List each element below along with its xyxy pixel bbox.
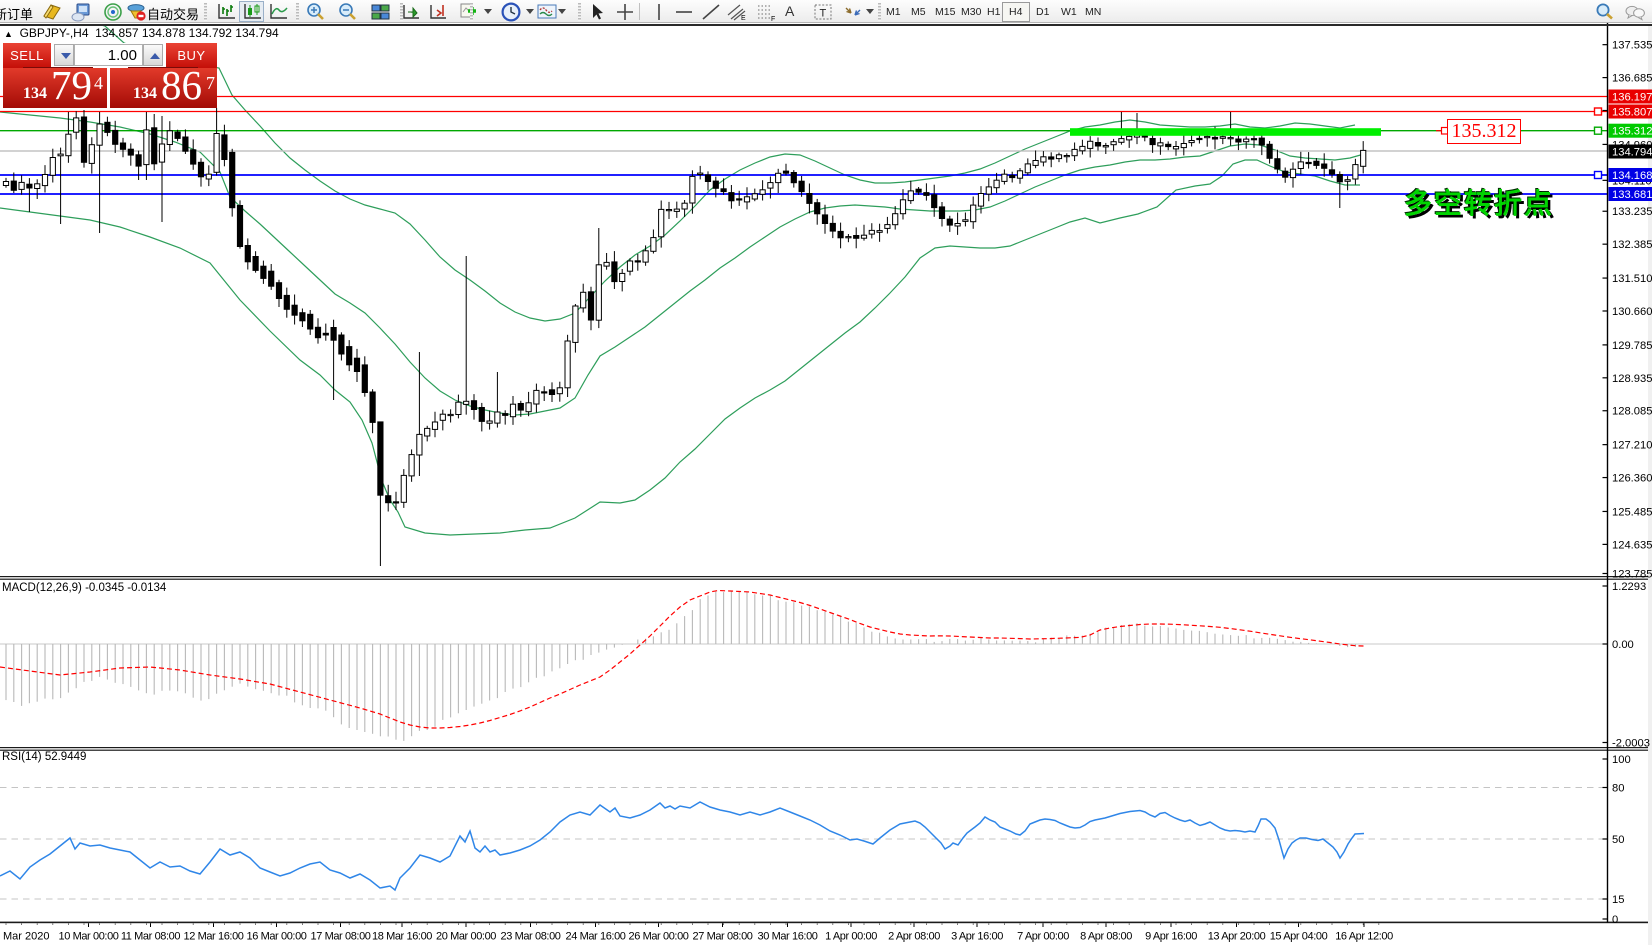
svg-text:0.00: 0.00 <box>1612 639 1634 651</box>
svg-text:27 Mar 08:00: 27 Mar 08:00 <box>692 931 752 943</box>
svg-text:12 Mar 16:00: 12 Mar 16:00 <box>183 931 243 943</box>
svg-text:132.385: 132.385 <box>1612 239 1652 251</box>
svg-text:128.935: 128.935 <box>1612 373 1652 385</box>
svg-text:16 Mar 00:00: 16 Mar 00:00 <box>246 931 306 943</box>
svg-text:135.807: 135.807 <box>1612 107 1652 119</box>
svg-text:3 Apr 16:00: 3 Apr 16:00 <box>951 931 1003 943</box>
svg-text:13 Apr 20:00: 13 Apr 20:00 <box>1208 931 1266 943</box>
svg-text:133.235: 133.235 <box>1612 206 1652 218</box>
svg-text:16 Apr 12:00: 16 Apr 12:00 <box>1335 931 1393 943</box>
svg-text:1.2293: 1.2293 <box>1612 581 1646 593</box>
svg-text:126.360: 126.360 <box>1612 473 1652 485</box>
svg-text:24 Mar 16:00: 24 Mar 16:00 <box>565 931 625 943</box>
svg-text:18 Mar 16:00: 18 Mar 16:00 <box>372 931 432 943</box>
svg-text:23 Mar 08:00: 23 Mar 08:00 <box>500 931 560 943</box>
svg-text:125.485: 125.485 <box>1612 506 1652 518</box>
svg-text:F: F <box>771 16 775 22</box>
svg-text:124.635: 124.635 <box>1612 539 1652 551</box>
svg-text:11 Mar 08:00: 11 Mar 08:00 <box>121 931 180 943</box>
svg-text:134.168: 134.168 <box>1612 170 1652 182</box>
svg-text:135.312: 135.312 <box>1612 126 1652 138</box>
svg-text:136.685: 136.685 <box>1612 73 1652 85</box>
svg-text:10 Mar 00:00: 10 Mar 00:00 <box>58 931 118 943</box>
svg-text:Mar 2020: Mar 2020 <box>3 931 49 943</box>
svg-text:127.210: 127.210 <box>1612 440 1652 452</box>
svg-text:-2.0003: -2.0003 <box>1612 738 1650 750</box>
svg-text:0: 0 <box>1612 914 1618 926</box>
svg-text:15 Apr 04:00: 15 Apr 04:00 <box>1270 931 1328 943</box>
svg-text:123.785: 123.785 <box>1612 569 1652 581</box>
svg-text:131.510: 131.510 <box>1612 273 1652 285</box>
svg-text:1 Apr 00:00: 1 Apr 00:00 <box>825 931 877 943</box>
svg-text:80: 80 <box>1612 783 1624 795</box>
svg-text:134.794: 134.794 <box>1612 147 1652 159</box>
svg-text:130.660: 130.660 <box>1612 306 1652 318</box>
svg-text:E: E <box>741 15 746 22</box>
svg-text:100: 100 <box>1612 754 1631 766</box>
svg-text:17 Mar 08:00: 17 Mar 08:00 <box>310 931 370 943</box>
svg-text:133.681: 133.681 <box>1612 189 1652 201</box>
svg-text:128.085: 128.085 <box>1612 406 1652 418</box>
svg-text:137.535: 137.535 <box>1612 40 1652 52</box>
svg-text:T: T <box>820 8 827 20</box>
svg-text:7 Apr 00:00: 7 Apr 00:00 <box>1017 931 1069 943</box>
svg-text:50: 50 <box>1612 834 1624 846</box>
svg-text:30 Mar 16:00: 30 Mar 16:00 <box>757 931 817 943</box>
svg-text:129.785: 129.785 <box>1612 340 1652 352</box>
svg-text:20 Mar 00:00: 20 Mar 00:00 <box>436 931 496 943</box>
svg-text:9 Apr 16:00: 9 Apr 16:00 <box>1145 931 1197 943</box>
svg-text:26 Mar 00:00: 26 Mar 00:00 <box>628 931 688 943</box>
svg-text:15: 15 <box>1612 894 1624 906</box>
svg-text:8 Apr 08:00: 8 Apr 08:00 <box>1080 931 1132 943</box>
svg-text:2 Apr 08:00: 2 Apr 08:00 <box>888 931 940 943</box>
svg-text:136.197: 136.197 <box>1612 92 1652 104</box>
